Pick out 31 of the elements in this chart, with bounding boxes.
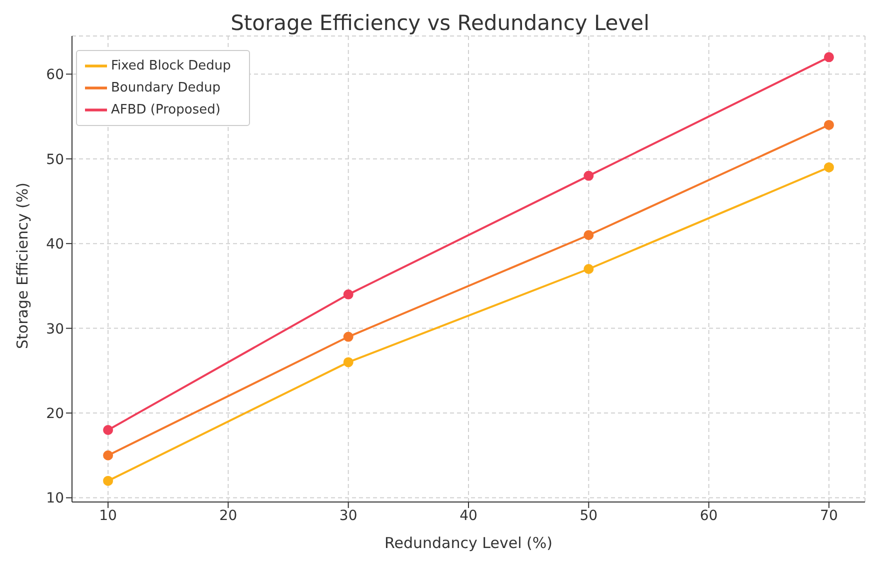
y-axis-title: Storage Efficiency (%) xyxy=(13,182,32,349)
point xyxy=(824,162,834,172)
point xyxy=(584,230,594,240)
x-tick-label: 30 xyxy=(339,508,358,524)
x-tick-label: 50 xyxy=(580,508,598,524)
x-tick-label: 60 xyxy=(700,508,718,524)
point xyxy=(584,264,594,274)
legend-label: Boundary Dedup xyxy=(111,80,220,96)
x-tick-label: 40 xyxy=(460,508,478,524)
point xyxy=(343,332,354,342)
y-tick-label: 50 xyxy=(46,152,64,168)
point xyxy=(103,450,114,460)
point xyxy=(103,476,114,486)
y-tick-label: 60 xyxy=(46,67,64,84)
point xyxy=(824,52,834,62)
x-axis-title: Redundancy Level (%) xyxy=(384,534,552,552)
x-tick-label: 70 xyxy=(820,508,838,524)
point xyxy=(824,120,834,130)
point xyxy=(343,289,354,300)
y-tick-label: 10 xyxy=(46,490,64,507)
point xyxy=(343,357,354,368)
chart-title: Storage Efficiency vs Redundancy Level xyxy=(230,11,650,35)
point xyxy=(103,424,114,435)
point xyxy=(584,170,594,181)
y-tick-label: 40 xyxy=(46,236,64,253)
x-tick-label: 20 xyxy=(219,508,238,524)
legend-label: AFBD (Proposed) xyxy=(111,102,220,118)
legend-label: Fixed Block Dedup xyxy=(111,58,231,74)
y-tick-label: 20 xyxy=(46,406,64,422)
y-tick-label: 30 xyxy=(46,321,64,338)
x-tick-label: 10 xyxy=(99,508,117,524)
